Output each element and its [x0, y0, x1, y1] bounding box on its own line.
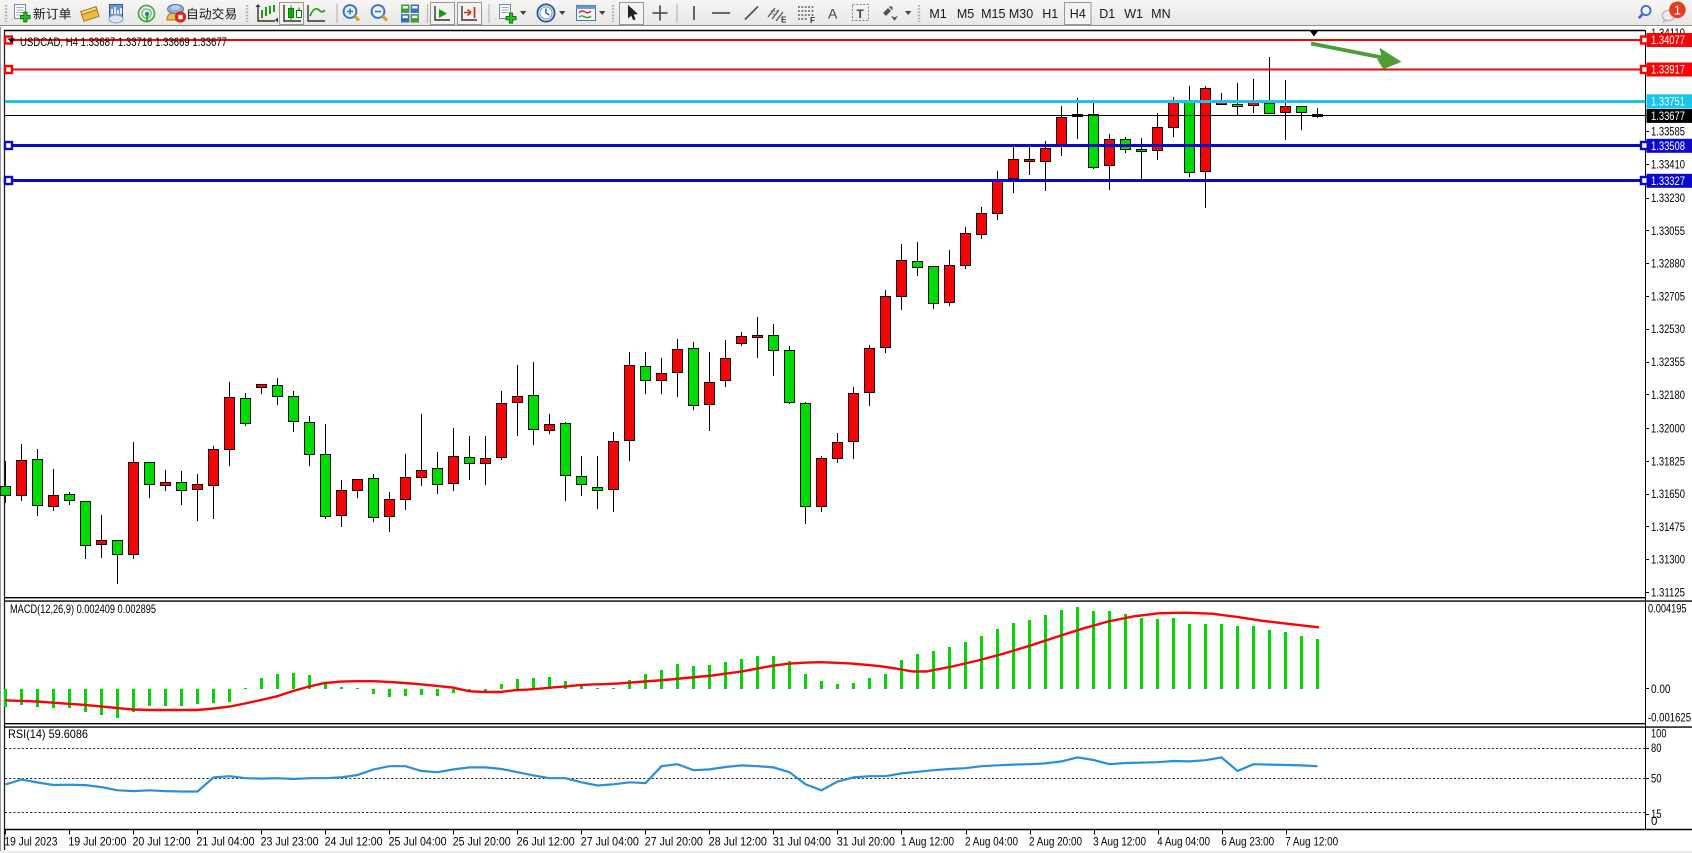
- svg-text:M15: M15: [981, 7, 1005, 21]
- svg-text:1.32000: 1.32000: [1651, 424, 1685, 436]
- svg-text:1.31475: 1.31475: [1651, 522, 1685, 534]
- svg-text:50: 50: [1651, 773, 1662, 785]
- svg-text:1 Aug 12:00: 1 Aug 12:00: [901, 837, 954, 849]
- svg-text:1.31825: 1.31825: [1651, 456, 1685, 468]
- svg-text:H4: H4: [1070, 7, 1086, 21]
- svg-text:23 Jul 23:00: 23 Jul 23:00: [261, 837, 319, 849]
- svg-text:1.33410: 1.33410: [1651, 159, 1685, 171]
- svg-text:25 Jul 04:00: 25 Jul 04:00: [389, 837, 447, 849]
- svg-text:A: A: [828, 6, 838, 22]
- svg-text:20 Jul 12:00: 20 Jul 12:00: [133, 837, 191, 849]
- svg-text:6 Aug 23:00: 6 Aug 23:00: [1221, 837, 1274, 849]
- svg-text:2 Aug 20:00: 2 Aug 20:00: [1029, 837, 1082, 849]
- svg-text:1.33677: 1.33677: [1651, 111, 1685, 123]
- svg-text:0.00: 0.00: [1651, 684, 1671, 696]
- svg-text:MN: MN: [1151, 7, 1170, 21]
- svg-text:M30: M30: [1009, 7, 1033, 21]
- svg-text:1.32880: 1.32880: [1651, 259, 1685, 271]
- svg-text:1.33751: 1.33751: [1651, 96, 1685, 108]
- svg-text:21 Jul 04:00: 21 Jul 04:00: [197, 837, 255, 849]
- svg-text:24 Jul 12:00: 24 Jul 12:00: [325, 837, 383, 849]
- svg-text:MACD(12,26,9) 0.002409 0.00289: MACD(12,26,9) 0.002409 0.002895: [10, 602, 156, 616]
- svg-text:28 Jul 12:00: 28 Jul 12:00: [709, 837, 767, 849]
- svg-text:1.33055: 1.33055: [1651, 226, 1685, 238]
- svg-text:H1: H1: [1042, 7, 1058, 21]
- svg-text:1.33508: 1.33508: [1651, 141, 1685, 153]
- svg-text:1.31300: 1.31300: [1651, 555, 1685, 567]
- svg-text:1.33585: 1.33585: [1651, 127, 1685, 139]
- svg-text:0.004195: 0.004195: [1648, 604, 1687, 616]
- svg-text:RSI(14) 59.6086: RSI(14) 59.6086: [8, 727, 88, 741]
- svg-text:27 Jul 04:00: 27 Jul 04:00: [581, 837, 639, 849]
- svg-text:1.34077: 1.34077: [1651, 35, 1685, 47]
- svg-text:19 Jul 2023: 19 Jul 2023: [4, 837, 57, 849]
- svg-text:7 Aug 12:00: 7 Aug 12:00: [1285, 837, 1338, 849]
- svg-text:0: 0: [1651, 816, 1657, 828]
- svg-text:25 Jul 20:00: 25 Jul 20:00: [453, 837, 511, 849]
- svg-text:1.31125: 1.31125: [1651, 588, 1685, 600]
- svg-text:1.32180: 1.32180: [1651, 390, 1685, 402]
- svg-text:1.32705: 1.32705: [1651, 291, 1685, 303]
- svg-text:E: E: [781, 16, 787, 25]
- svg-text:100: 100: [1651, 729, 1667, 741]
- svg-text:-0.001625: -0.001625: [1648, 713, 1691, 725]
- svg-text:15: 15: [1651, 809, 1662, 821]
- svg-text:1.32355: 1.32355: [1651, 357, 1685, 369]
- svg-text:26 Jul 12:00: 26 Jul 12:00: [517, 837, 575, 849]
- svg-text:27 Jul 20:00: 27 Jul 20:00: [645, 837, 703, 849]
- svg-text:1.32530: 1.32530: [1651, 324, 1685, 336]
- svg-text:31 Jul 20:00: 31 Jul 20:00: [837, 837, 895, 849]
- svg-text:1: 1: [1674, 2, 1681, 17]
- svg-text:3 Aug 12:00: 3 Aug 12:00: [1093, 837, 1146, 849]
- svg-text:31 Jul 04:00: 31 Jul 04:00: [773, 837, 831, 849]
- svg-text:2 Aug 04:00: 2 Aug 04:00: [965, 837, 1018, 849]
- svg-text:M5: M5: [957, 7, 974, 21]
- svg-text:W1: W1: [1124, 7, 1143, 21]
- svg-text:19 Jul 20:00: 19 Jul 20:00: [68, 837, 126, 849]
- svg-text:1.33327: 1.33327: [1651, 176, 1685, 188]
- svg-text:USDCAD, H4 1.33687 1.33716 1.: USDCAD, H4 1.33687 1.33716 1.33669 1.336…: [20, 35, 227, 49]
- svg-text:F: F: [810, 16, 815, 25]
- svg-text:1.33230: 1.33230: [1651, 193, 1685, 205]
- svg-text:D1: D1: [1099, 7, 1115, 21]
- svg-text:1.33917: 1.33917: [1651, 65, 1685, 77]
- svg-text:T: T: [857, 7, 865, 21]
- svg-text:80: 80: [1651, 743, 1662, 755]
- svg-text:1.31650: 1.31650: [1651, 489, 1685, 501]
- svg-text:4 Aug 04:00: 4 Aug 04:00: [1157, 837, 1210, 849]
- svg-text:M1: M1: [929, 7, 946, 21]
